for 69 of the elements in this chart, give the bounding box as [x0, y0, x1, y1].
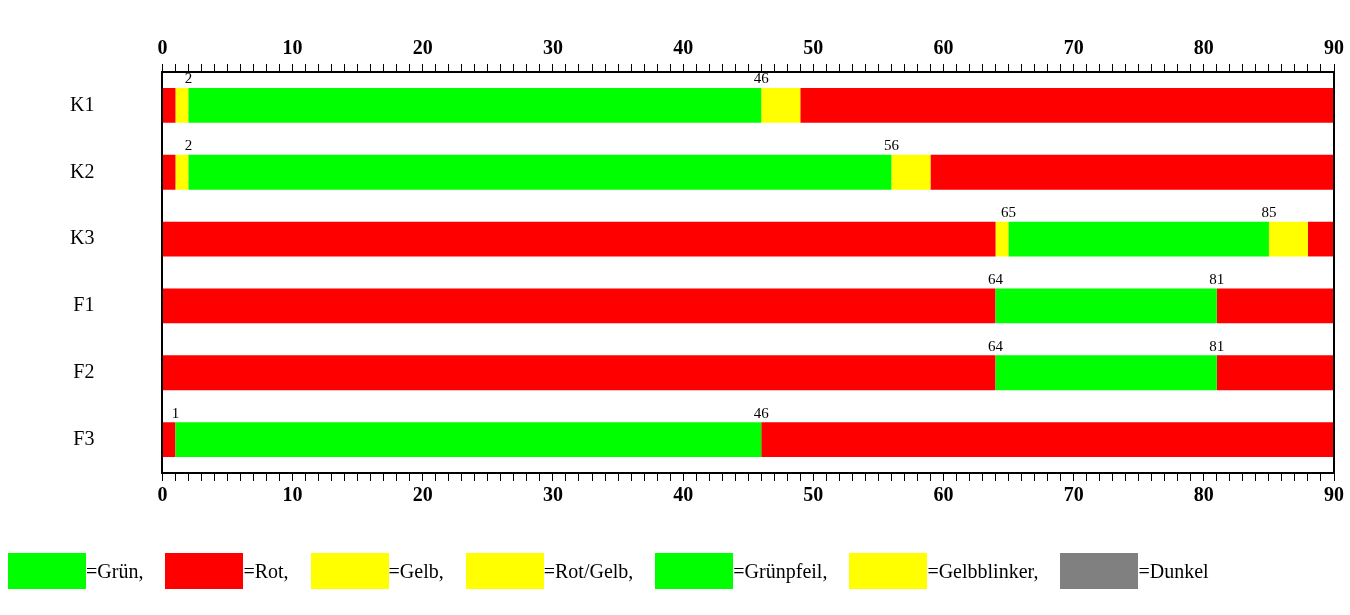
x-tick-label: 10 [282, 483, 303, 506]
bar [995, 221, 1009, 257]
legend-label: =Gelb, [388, 559, 444, 583]
x-tick-label: 60 [933, 483, 954, 506]
bar [1268, 221, 1308, 257]
bar [175, 154, 189, 190]
x2-tick-label: 50 [803, 36, 824, 59]
bar [175, 422, 762, 457]
x2-tick-label: 30 [542, 36, 563, 59]
bar [188, 88, 762, 123]
annotation: 2 [184, 137, 193, 154]
annotation: 56 [883, 137, 900, 154]
x-tick-label: 70 [1063, 483, 1084, 506]
bar [162, 221, 996, 257]
bar [175, 88, 189, 123]
y-tick-label: K2 [69, 159, 95, 182]
bar [188, 154, 892, 190]
legend-label: =Rot/Gelb, [543, 559, 634, 583]
x2-tick-label: 60 [933, 36, 954, 59]
x2-tick-label: 40 [673, 36, 694, 59]
annotation: 65 [1001, 204, 1017, 221]
x-tick-label: 80 [1193, 483, 1214, 506]
x2-tick-label: 0 [157, 36, 168, 59]
bar [761, 88, 801, 123]
legend-label: =Dunkel [1138, 559, 1209, 583]
y-tick-label: F2 [73, 360, 95, 382]
bar [162, 288, 996, 324]
bar [891, 154, 931, 190]
x-tick-label: 20 [412, 483, 433, 506]
y-tick-label: F1 [73, 293, 95, 316]
x-tick-label: 30 [542, 483, 563, 506]
x-tick-label: 40 [673, 483, 694, 506]
legend-label: =Rot, [243, 559, 289, 583]
bar [930, 154, 1334, 190]
x2-tick-label: 20 [412, 36, 433, 59]
y-tick-label: F3 [73, 426, 95, 449]
annotation: 46 [753, 70, 770, 87]
bar [1008, 221, 1269, 257]
bar [1307, 221, 1334, 257]
bar [1216, 355, 1334, 391]
annotation: 1 [171, 404, 180, 421]
bar [162, 154, 176, 190]
annotation: 81 [1209, 270, 1225, 287]
x2-tick-label: 80 [1193, 36, 1214, 59]
x-tick-label: 0 [157, 483, 168, 506]
bar [800, 88, 1334, 123]
annotation: 81 [1209, 337, 1225, 354]
x-tick-label: 90 [1324, 483, 1344, 506]
y-tick-label: K3 [69, 226, 95, 249]
legend-label: =Grün, [86, 559, 144, 583]
x2-tick-label: 90 [1324, 36, 1344, 59]
annotation: 2 [184, 70, 193, 87]
bar [995, 355, 1217, 391]
legend-label: =Grünpfeil, [733, 559, 828, 583]
bar [1216, 288, 1334, 324]
legend-label: =Gelbblinker, [927, 559, 1039, 583]
bar [162, 88, 176, 123]
annotation: 85 [1261, 204, 1277, 221]
bar [162, 422, 176, 457]
annotation: 64 [988, 337, 1004, 354]
bar [162, 355, 996, 391]
x2-tick-label: 10 [282, 36, 303, 59]
annotation: 64 [988, 270, 1004, 287]
bar [761, 422, 1334, 457]
x-tick-label: 50 [803, 483, 824, 506]
bar [995, 288, 1217, 324]
annotation: 46 [753, 404, 770, 421]
x2-tick-label: 70 [1063, 36, 1084, 59]
y-tick-label: K1 [69, 92, 95, 115]
